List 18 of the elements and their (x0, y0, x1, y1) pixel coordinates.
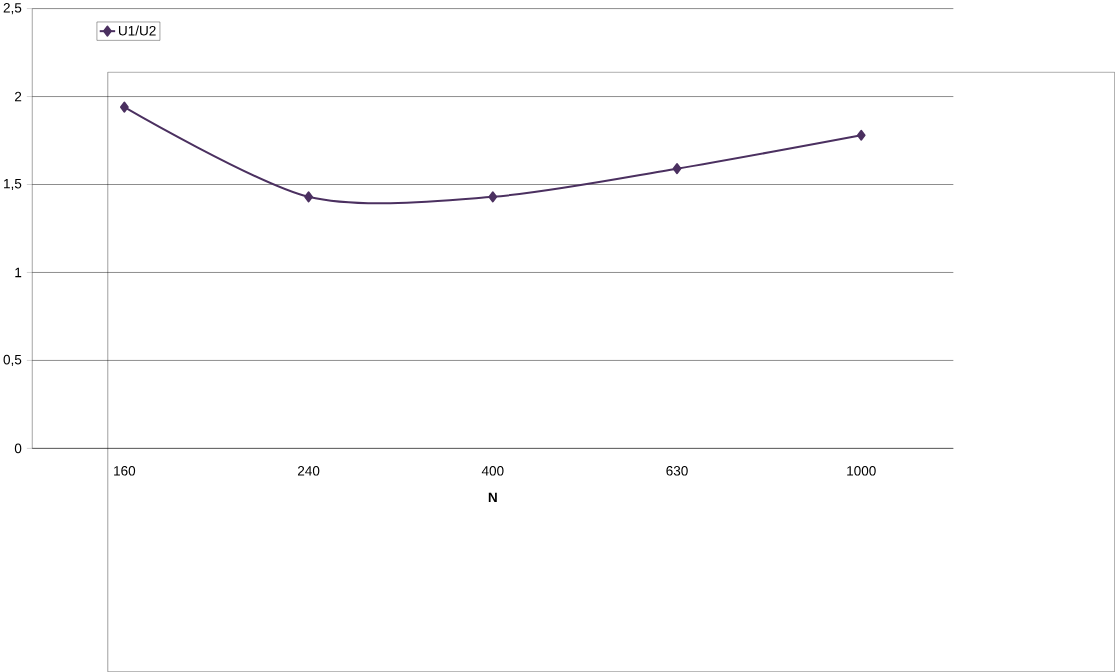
x-tick-label: 630 (666, 465, 688, 476)
y-tick-label: 1,5 (4, 178, 22, 190)
x-tick-label: 160 (114, 465, 136, 476)
point (672, 163, 682, 175)
y-tick-label: 1 (15, 267, 22, 278)
y-tick-label: 0,5 (3, 354, 22, 366)
y-tick-label: 2,5 (3, 2, 22, 15)
legend-label: U1/U2 (118, 25, 156, 36)
x-tick-label: 400 (481, 465, 504, 476)
x-axis-title: N (488, 492, 497, 502)
x-tick-label: 1000 (847, 465, 876, 476)
point (119, 101, 129, 113)
point (304, 191, 313, 203)
point (488, 191, 498, 203)
y-tick-label: 2 (14, 91, 22, 102)
x-tick-label: 240 (297, 465, 320, 476)
point (856, 129, 866, 141)
y-tick-label: 0 (14, 443, 22, 454)
